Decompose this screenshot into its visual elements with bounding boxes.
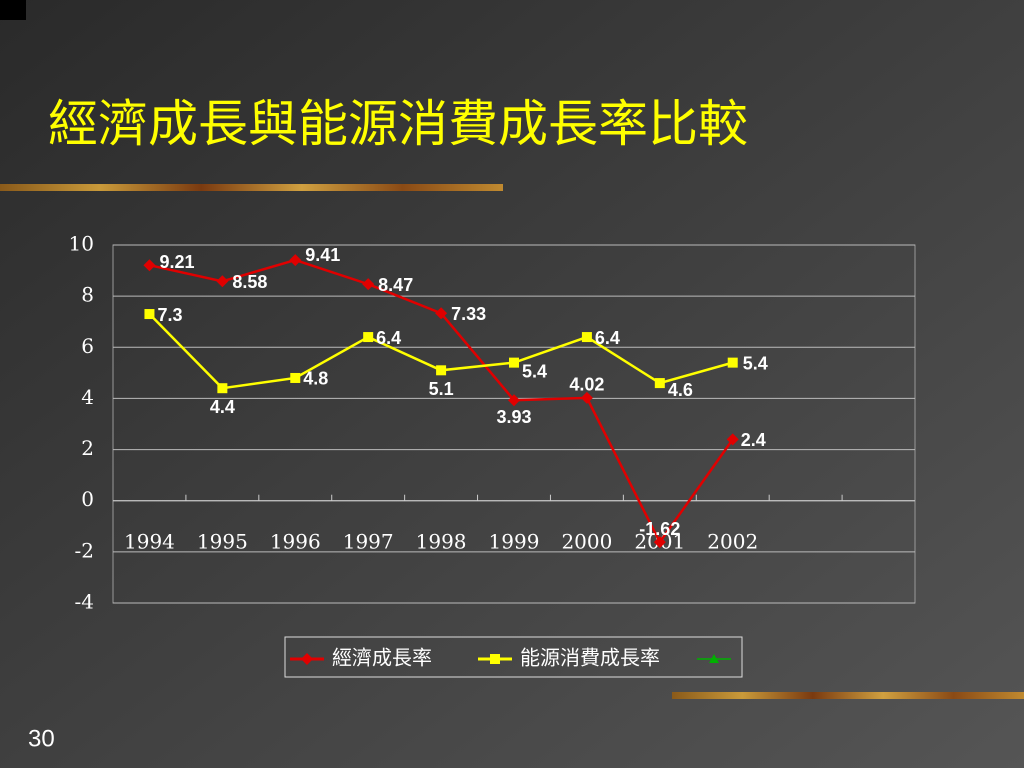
data-label: 6.4 [376, 328, 401, 348]
point-marker [653, 536, 666, 549]
x-tick-label: 2002 [707, 530, 758, 554]
point-marker [363, 332, 374, 343]
data-label: 5.4 [522, 361, 547, 381]
data-label: 8.58 [232, 272, 267, 292]
point-marker [144, 309, 155, 320]
data-label: 2.4 [741, 430, 766, 450]
x-tick-label: 1996 [270, 530, 321, 554]
point-marker [581, 332, 592, 343]
y-tick-label: 6 [81, 334, 94, 358]
point-marker [508, 394, 520, 407]
legend-marker [490, 654, 500, 664]
y-tick-label: 8 [81, 283, 94, 307]
y-tick-label: 0 [81, 487, 94, 511]
x-tick-label: 2000 [561, 530, 612, 554]
point-marker [216, 275, 229, 288]
point-marker [580, 391, 593, 404]
data-label: 4.02 [569, 375, 604, 395]
slide-title: 經濟成長與能源消費成長率比較 [48, 95, 748, 153]
data-label: 4.6 [668, 380, 693, 400]
point-marker [727, 357, 738, 368]
x-tick-label: 1999 [489, 530, 540, 554]
point-marker [654, 378, 665, 389]
data-label: 9.21 [159, 252, 194, 272]
decor-stripe [672, 692, 1024, 699]
x-tick-label: 1994 [124, 530, 175, 554]
data-label: 8.47 [378, 275, 413, 295]
x-tick-label: 1997 [343, 530, 394, 554]
point-marker [435, 307, 448, 320]
point-marker [143, 259, 156, 272]
corner-block [0, 0, 26, 20]
x-tick-label: 1995 [197, 530, 248, 554]
legend-label: 能源消費成長率 [520, 646, 660, 669]
point-marker [726, 433, 739, 446]
y-tick-label: 4 [81, 385, 94, 409]
legend-box [284, 636, 743, 678]
y-tick-label: 10 [69, 232, 94, 256]
y-tick-label: -4 [75, 590, 94, 614]
y-tick-label: 2 [81, 436, 94, 460]
data-label: 7.33 [451, 304, 486, 324]
point-marker [290, 372, 301, 383]
point-marker [436, 365, 447, 376]
point-marker [217, 383, 228, 394]
data-label: 7.3 [157, 305, 182, 325]
data-label: 9.41 [305, 245, 340, 265]
legend-marker [709, 654, 719, 663]
data-label: 5.4 [743, 353, 768, 373]
page-number: 30 [28, 725, 55, 752]
point-marker [362, 278, 375, 291]
y-tick-label: -2 [75, 538, 94, 562]
data-label: 6.4 [595, 328, 620, 348]
data-label: 4.4 [210, 397, 235, 417]
decor-stripe [0, 184, 503, 191]
data-label: 3.93 [496, 407, 531, 427]
data-label: 5.1 [429, 379, 454, 399]
data-label: -1.62 [639, 519, 680, 539]
point-marker [509, 357, 519, 368]
legend-marker [301, 653, 313, 665]
data-label: 4.8 [303, 369, 328, 389]
legend-label: 經濟成長率 [332, 646, 432, 669]
point-marker [289, 254, 302, 267]
x-tick-label: 1998 [416, 530, 467, 554]
